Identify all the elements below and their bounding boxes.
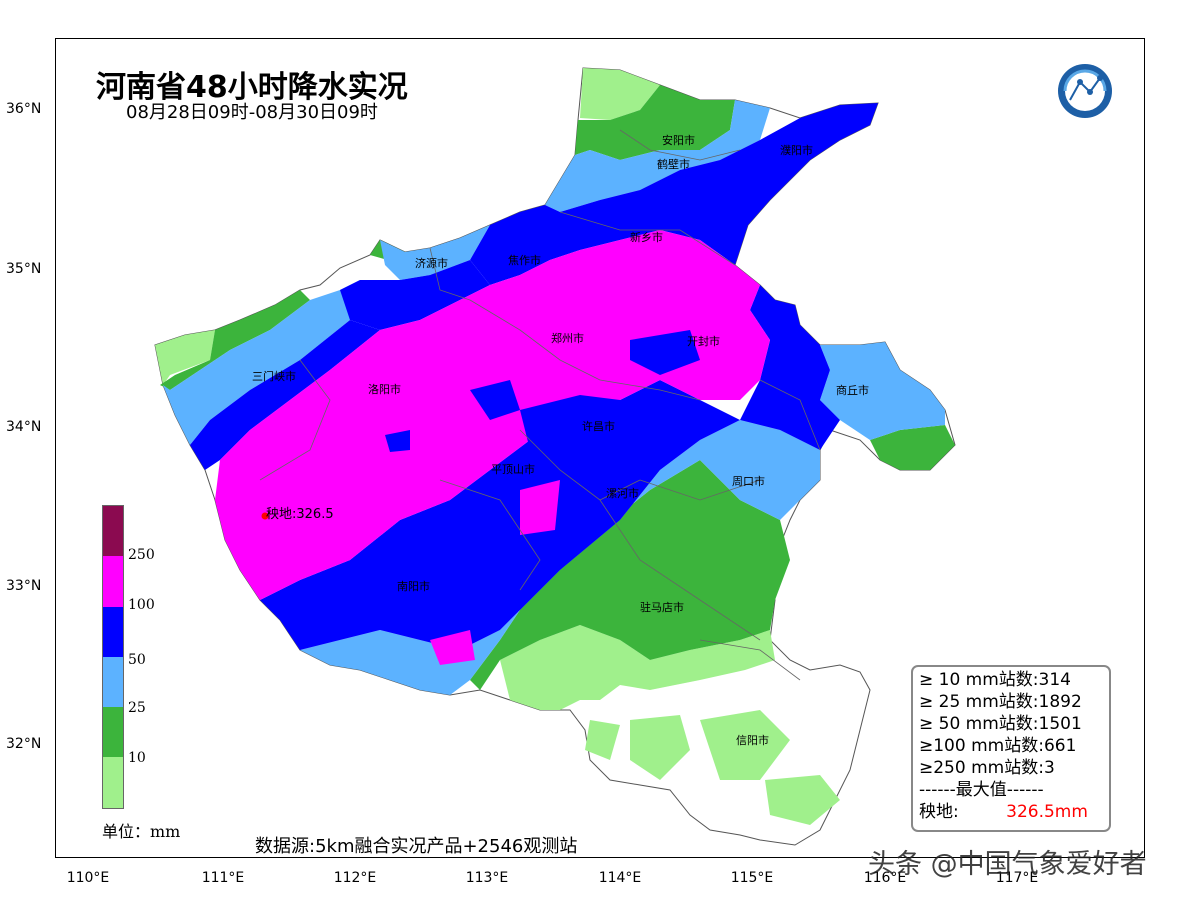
city-label: 信阳市 [736, 734, 769, 747]
city-label: 南阳市 [397, 580, 430, 593]
stats-divider: ------最大值------ [919, 780, 1044, 800]
lon-label-115: 115°E [730, 870, 774, 886]
stats-max-row: 秧地: 326.5mm [919, 801, 1103, 823]
legend-tick-25: 25 [128, 700, 146, 716]
map-title: 河南省48小时降水实况 [96, 70, 408, 105]
watermark: 头条 @中国气象爱好者 [868, 849, 1147, 880]
stats-max-name: 秧地: [919, 802, 959, 822]
station-stats-box: ≥ 10 mm站数:314 ≥ 25 mm站数:1892 ≥ 50 mm站数:1… [911, 665, 1111, 832]
city-label: 洛阳市 [368, 383, 401, 396]
city-label: 济源市 [415, 257, 448, 270]
lat-label-33: 33°N [6, 578, 42, 594]
max-station-marker [261, 512, 269, 520]
map-subtitle: 08月28日09时-08月30日09时 [126, 102, 378, 123]
legend-swatch-50-100 [103, 606, 123, 657]
lat-label-34: 34°N [6, 419, 42, 435]
map-frame [55, 38, 1145, 858]
legend-colorbar [102, 505, 124, 809]
legend-swatch-below-10 [103, 757, 123, 808]
city-label: 漯河市 [606, 487, 639, 500]
city-label: 周口市 [732, 475, 765, 488]
city-label: 驻马店市 [640, 601, 684, 614]
data-source: 数据源:5km融合实况产品+2546观测站 [255, 836, 578, 857]
city-label: 新乡市 [630, 231, 663, 244]
city-label: 商丘市 [836, 384, 869, 397]
legend-swatch-10-25 [103, 707, 123, 758]
legend-tick-100: 100 [128, 597, 155, 613]
city-label: 安阳市 [662, 134, 695, 147]
city-label: 鹤壁市 [657, 158, 690, 171]
city-label: 开封市 [687, 335, 720, 348]
lat-label-32: 32°N [6, 736, 42, 752]
lat-label-35: 35°N [6, 261, 42, 277]
stats-row: ≥ 25 mm站数:1892 [919, 692, 1082, 712]
city-label: 焦作市 [508, 254, 541, 267]
lon-label-111: 111°E [201, 870, 245, 886]
legend-swatch-25-50 [103, 656, 123, 708]
lon-label-114: 114°E [598, 870, 642, 886]
stats-row: ≥100 mm站数:661 [919, 736, 1077, 756]
city-label: 平顶山市 [491, 463, 535, 476]
stats-row: ≥ 10 mm站数:314 [919, 670, 1071, 690]
legend-swatch-100-250 [103, 556, 123, 607]
henan-province-shape [154, 67, 956, 846]
legend-tick-10: 10 [128, 750, 146, 766]
city-label: 濮阳市 [780, 144, 813, 157]
lon-label-110: 110°E [66, 870, 110, 886]
stats-row: ≥ 50 mm站数:1501 [919, 714, 1082, 734]
city-label: 三门峡市 [252, 370, 296, 383]
lon-label-117: 117°E [995, 870, 1039, 886]
legend-unit: 单位：mm [102, 822, 181, 841]
legend-tick-50: 50 [128, 652, 146, 668]
stats-row: ≥250 mm站数:3 [919, 758, 1055, 778]
city-label: 郑州市 [551, 332, 584, 345]
stats-max-value: 326.5mm [1006, 802, 1088, 822]
lon-label-113: 113°E [465, 870, 509, 886]
lon-label-116: 116°E [863, 870, 907, 886]
max-station-label: 秧地:326.5 [266, 507, 334, 522]
legend-tick-250: 250 [128, 547, 155, 563]
lon-label-112: 112°E [333, 870, 377, 886]
city-label: 许昌市 [582, 420, 615, 433]
legend-swatch-250plus [103, 506, 123, 557]
lat-label-36: 36°N [6, 101, 42, 117]
cma-logo-icon [1058, 64, 1112, 118]
